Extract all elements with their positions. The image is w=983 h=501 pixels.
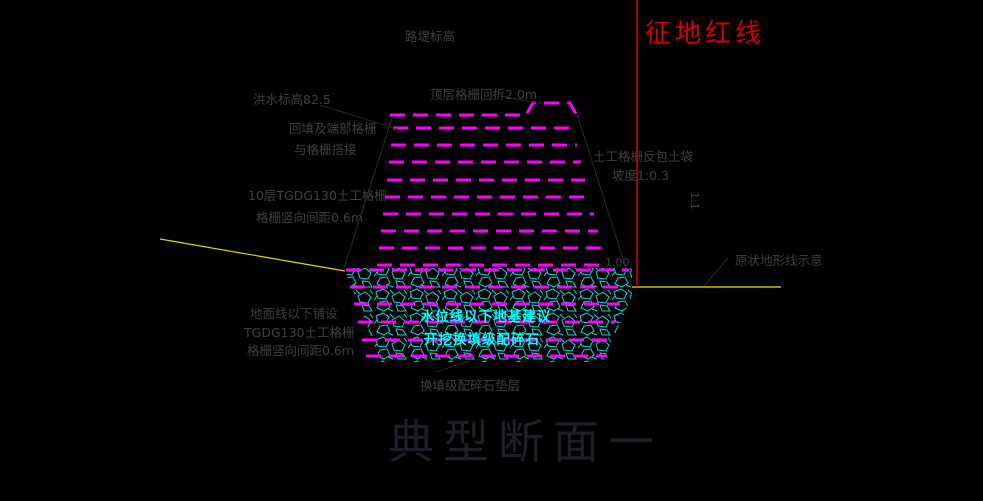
leader-line [319, 104, 401, 131]
embankment-right-slope [576, 113, 633, 288]
geogrid-layers-label-2: 格栅竖向间距0.6m [256, 210, 363, 225]
below-ground-label-1: 地面线以下铺设 [250, 306, 338, 321]
water-level-note-1: 水位线以下地基建议 [421, 308, 552, 325]
top-fold-label: 顶层格栅回折2.0m [430, 87, 537, 102]
leader-line [435, 360, 471, 373]
leader-line [499, 95, 543, 105]
replacement-layer-label: 换填级配碎石垫层 [420, 378, 520, 393]
slope-ratio-label: 1:1 [688, 192, 701, 210]
embankment-top-label: 路堤标高 [405, 29, 455, 44]
drawing-title: 典型断面一 [388, 415, 663, 469]
berm-dimension-label: 1.00 [605, 256, 630, 269]
below-ground-label-2: TGDG130土工格栅 [243, 325, 355, 340]
backfill-wrap-label-2: 与格栅搭接 [294, 142, 357, 157]
slope-wrap-label-2: 坡度1:0.3 [612, 168, 669, 183]
water-level-note-2: 开挖换填级配碎石 [424, 331, 540, 348]
embankment-left-slope [343, 114, 394, 269]
original-ground-label: 原状地形线示意 [735, 253, 823, 268]
land-acquisition-label: 征地红线 [645, 19, 765, 49]
below-ground-label-3: 格栅竖向间距0.6m [247, 343, 354, 358]
flood-level-label: 洪水标高82.5 [253, 92, 331, 107]
ground-line-left [159, 238, 346, 272]
backfill-wrap-label-1: 回填及端部格栅 [289, 121, 377, 136]
geogrid-layers-label-1: 10层TGDG130土工格栅 [248, 188, 387, 203]
leader-line [703, 257, 729, 287]
slope-wrap-label-1: 土工格栅反包土袋 [593, 149, 694, 164]
geogrid-top-foldback [390, 101, 578, 117]
